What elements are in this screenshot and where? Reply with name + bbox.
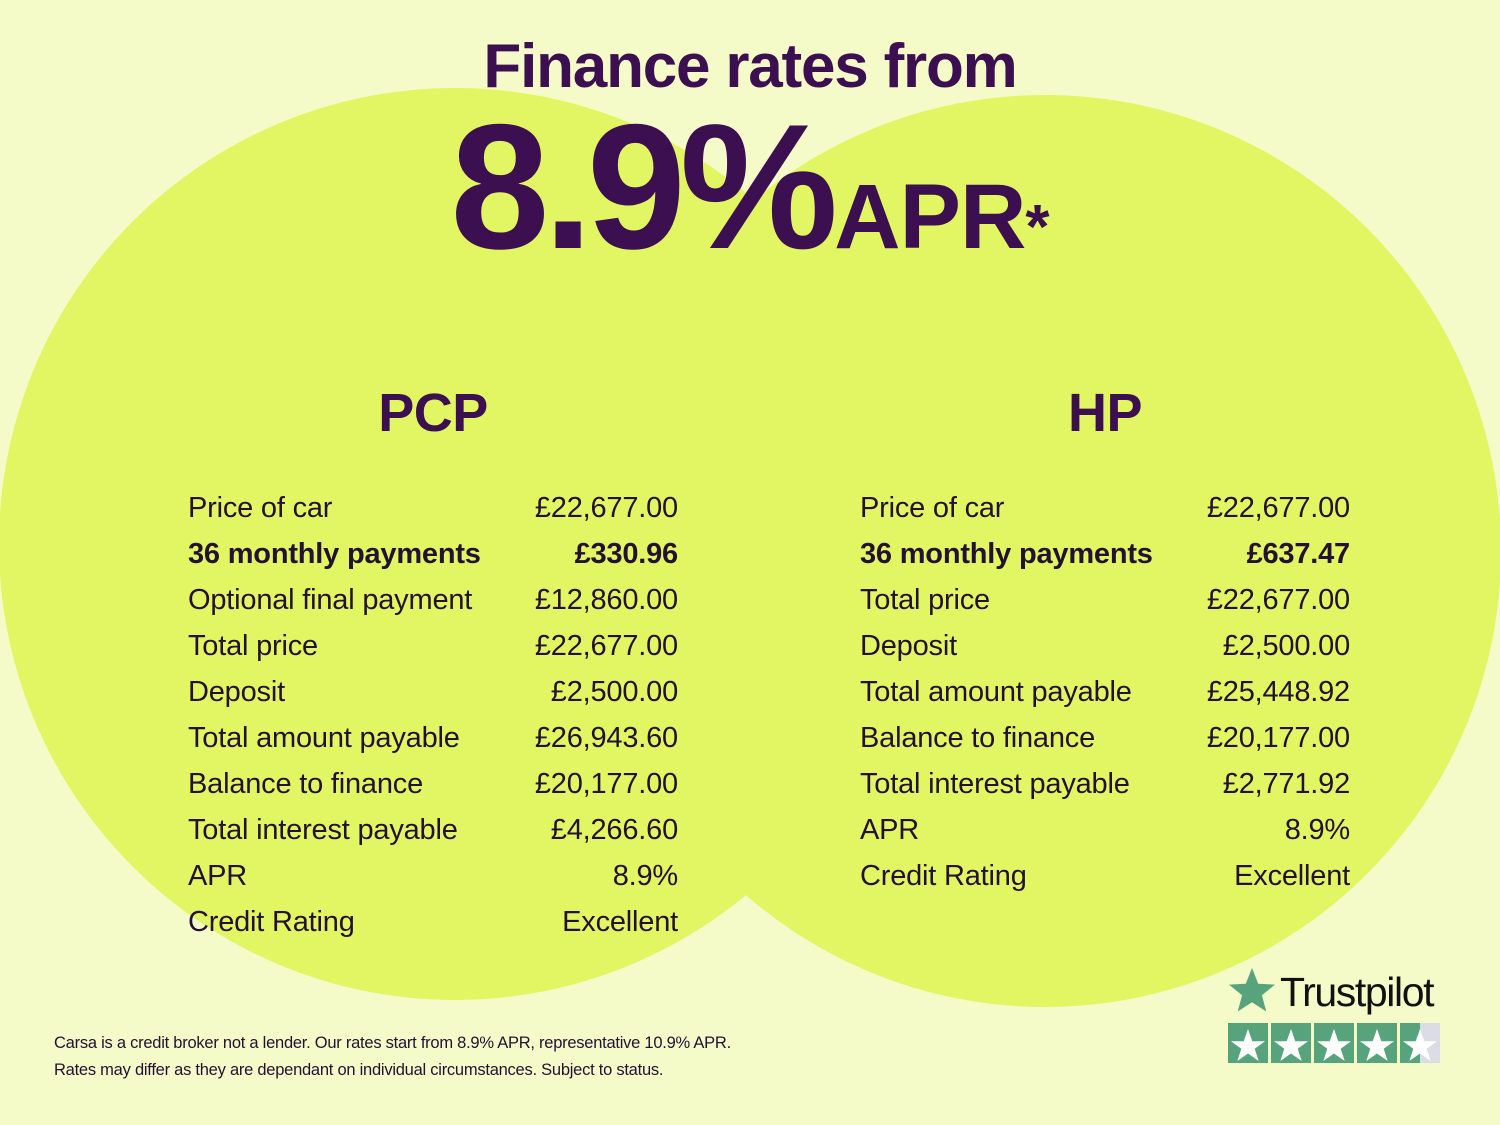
table-row: APR 8.9% xyxy=(860,808,1350,854)
row-label: Deposit xyxy=(860,630,957,662)
apr-rate-number: 8.9% xyxy=(450,87,838,286)
row-value: £22,677.00 xyxy=(534,630,678,662)
row-label: Balance to finance xyxy=(188,768,424,800)
table-heading-hp: HP xyxy=(1067,383,1143,443)
row-label: Price of car xyxy=(860,492,1005,524)
row-label: Credit Rating xyxy=(188,906,355,938)
rating-star-half-icon xyxy=(1400,1023,1440,1063)
row-label: APR xyxy=(188,860,248,892)
trustpilot-wordmark: Trustpilot xyxy=(1228,966,1448,1018)
disclaimer-line-2: Rates may differ as they are dependant o… xyxy=(54,1060,664,1079)
row-label: Price of car xyxy=(188,492,333,524)
legal-disclaimer: Carsa is a credit broker not a lender. O… xyxy=(54,1030,854,1083)
trustpilot-star-icon xyxy=(1228,967,1276,1018)
row-label: Total price xyxy=(188,630,318,662)
row-label: Credit Rating xyxy=(860,860,1027,892)
row-label: Deposit xyxy=(188,676,285,708)
row-label: 36 monthly payments xyxy=(188,538,481,570)
row-value: £637.47 xyxy=(1246,538,1351,570)
row-value: £22,677.00 xyxy=(1206,584,1350,616)
table-row: Total amount payable £26,943.60 xyxy=(188,716,678,762)
row-label: Total amount payable xyxy=(188,722,460,754)
table-row: Price of car £22,677.00 xyxy=(860,486,1350,532)
row-value: 8.9% xyxy=(612,860,679,892)
row-value: £20,177.00 xyxy=(534,768,678,800)
row-value: Excellent xyxy=(562,906,678,938)
rating-star-icon xyxy=(1357,1023,1397,1063)
table-row: Balance to finance £20,177.00 xyxy=(860,716,1350,762)
row-value: £22,677.00 xyxy=(534,492,678,524)
table-row: 36 monthly payments £330.96 xyxy=(188,532,678,578)
table-row: Credit Rating Excellent xyxy=(188,900,678,946)
trustpilot-widget[interactable]: Trustpilot xyxy=(1228,966,1448,1063)
trustpilot-name: Trustpilot xyxy=(1280,968,1434,1015)
table-row: Optional final payment £12,860.00 xyxy=(188,578,678,624)
row-value: £4,266.60 xyxy=(550,814,678,846)
table-row: Total interest payable £4,266.60 xyxy=(188,808,678,854)
row-label: Total interest payable xyxy=(860,768,1130,800)
page-title: Finance rates from xyxy=(483,32,1017,101)
apr-rate-unit: APR xyxy=(834,166,1026,268)
table-row: Total price £22,677.00 xyxy=(860,578,1350,624)
table-row: Deposit £2,500.00 xyxy=(188,670,678,716)
row-value: £26,943.60 xyxy=(534,722,678,754)
rating-star-icon xyxy=(1314,1023,1354,1063)
finance-tables: PCP Price of car £22,677.00 36 monthly p… xyxy=(0,382,1500,946)
row-label: Balance to finance xyxy=(860,722,1096,754)
row-value: £25,448.92 xyxy=(1206,676,1350,708)
row-label: 36 monthly payments xyxy=(860,538,1153,570)
row-value: £330.96 xyxy=(574,538,679,570)
row-value: £20,177.00 xyxy=(1206,722,1350,754)
row-value: Excellent xyxy=(1234,860,1350,892)
finance-table-hp: HP Price of car £22,677.00 36 monthly pa… xyxy=(750,382,1500,946)
table-row: Balance to finance £20,177.00 xyxy=(188,762,678,808)
table-row: Price of car £22,677.00 xyxy=(188,486,678,532)
apr-asterisk: * xyxy=(1025,193,1050,262)
table-row: APR 8.9% xyxy=(188,854,678,900)
table-row: Deposit £2,500.00 xyxy=(860,624,1350,670)
finance-rows-pcp: Price of car £22,677.00 36 monthly payme… xyxy=(188,486,678,946)
row-label: APR xyxy=(860,814,920,846)
disclaimer-line-1: Carsa is a credit broker not a lender. O… xyxy=(54,1034,731,1052)
hero-section: Finance rates from 8.9% APR * xyxy=(0,32,1500,286)
table-row: Total amount payable £25,448.92 xyxy=(860,670,1350,716)
row-label: Total amount payable xyxy=(860,676,1132,708)
finance-rows-hp: Price of car £22,677.00 36 monthly payme… xyxy=(860,486,1350,900)
row-label: Optional final payment xyxy=(188,584,473,616)
rating-star-icon xyxy=(1228,1023,1268,1063)
apr-headline: 8.9% APR * xyxy=(0,87,1500,286)
row-value: £22,677.00 xyxy=(1206,492,1350,524)
table-heading-pcp: PCP xyxy=(378,383,488,443)
rating-star-icon xyxy=(1271,1023,1311,1063)
row-value: £12,860.00 xyxy=(534,584,678,616)
row-value: £2,500.00 xyxy=(1222,630,1350,662)
trustpilot-star-rating xyxy=(1228,1023,1448,1063)
finance-table-pcp: PCP Price of car £22,677.00 36 monthly p… xyxy=(0,382,750,946)
row-value: 8.9% xyxy=(1284,814,1351,846)
row-label: Total interest payable xyxy=(188,814,458,846)
table-row: 36 monthly payments £637.47 xyxy=(860,532,1350,578)
row-value: £2,500.00 xyxy=(550,676,678,708)
row-label: Total price xyxy=(860,584,990,616)
background-circle-right xyxy=(589,95,1500,1007)
row-value: £2,771.92 xyxy=(1222,768,1350,800)
table-row: Total price £22,677.00 xyxy=(188,624,678,670)
table-row: Total interest payable £2,771.92 xyxy=(860,762,1350,808)
table-row: Credit Rating Excellent xyxy=(860,854,1350,900)
